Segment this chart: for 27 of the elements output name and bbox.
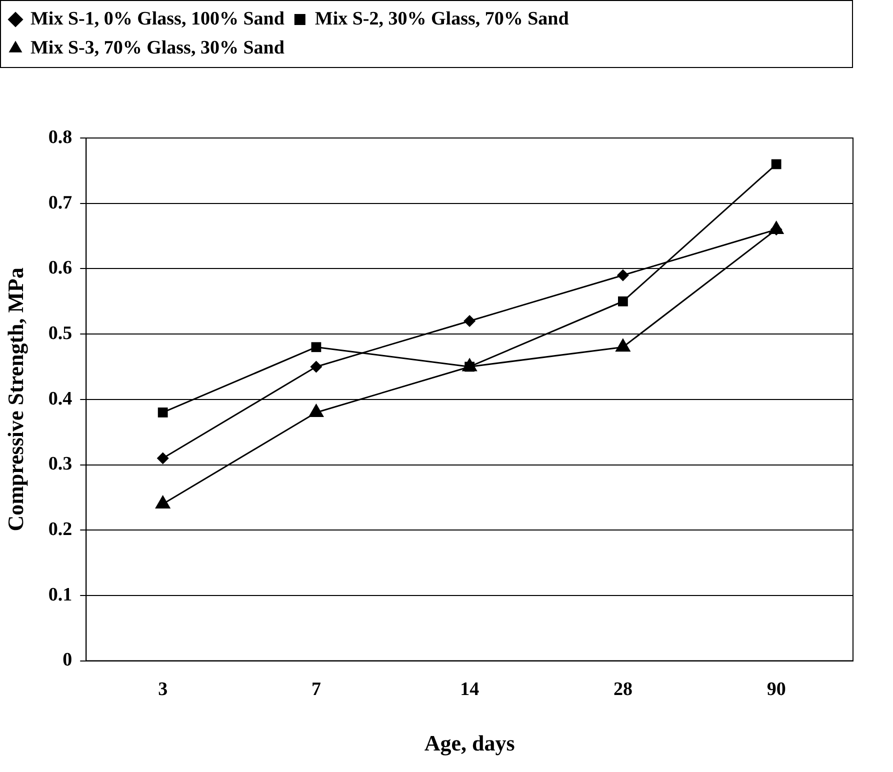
y-axis-title: Compressive Strength, MPa <box>2 268 28 532</box>
point <box>616 269 629 282</box>
point <box>311 342 322 352</box>
y-tick-label: 0.2 <box>48 519 72 540</box>
y-tick-label: 0.3 <box>48 454 72 475</box>
x-tick-label: 7 <box>311 679 322 700</box>
x-axis-title: Age, days <box>424 730 516 756</box>
y-tick-label: 0.7 <box>48 192 73 214</box>
y-tick-label: 0.4 <box>48 388 73 410</box>
y-tick-label: 0.5 <box>48 322 72 344</box>
point <box>771 159 782 170</box>
legend-label: Mix S-3, 70% Glass, 30% Sand <box>30 37 285 58</box>
x-tick-label: 28 <box>613 679 632 700</box>
point <box>156 452 169 464</box>
x-tick-label: 14 <box>460 679 480 700</box>
y-tick-label: 0 <box>62 650 72 671</box>
x-tick-label: 90 <box>766 679 786 700</box>
point <box>158 408 168 418</box>
y-tick-label: 0.8 <box>48 126 72 148</box>
legend-label: Mix S-1, 0% Glass, 100% Sand <box>30 8 285 30</box>
point <box>618 296 628 306</box>
y-tick-label: 0.6 <box>48 258 72 279</box>
point <box>310 360 322 373</box>
y-tick-label: 0.1 <box>48 584 72 606</box>
x-tick-label: 3 <box>158 679 168 700</box>
point <box>464 314 476 327</box>
legend-label: Mix S-2, 30% Glass, 70% Sand <box>314 8 570 30</box>
